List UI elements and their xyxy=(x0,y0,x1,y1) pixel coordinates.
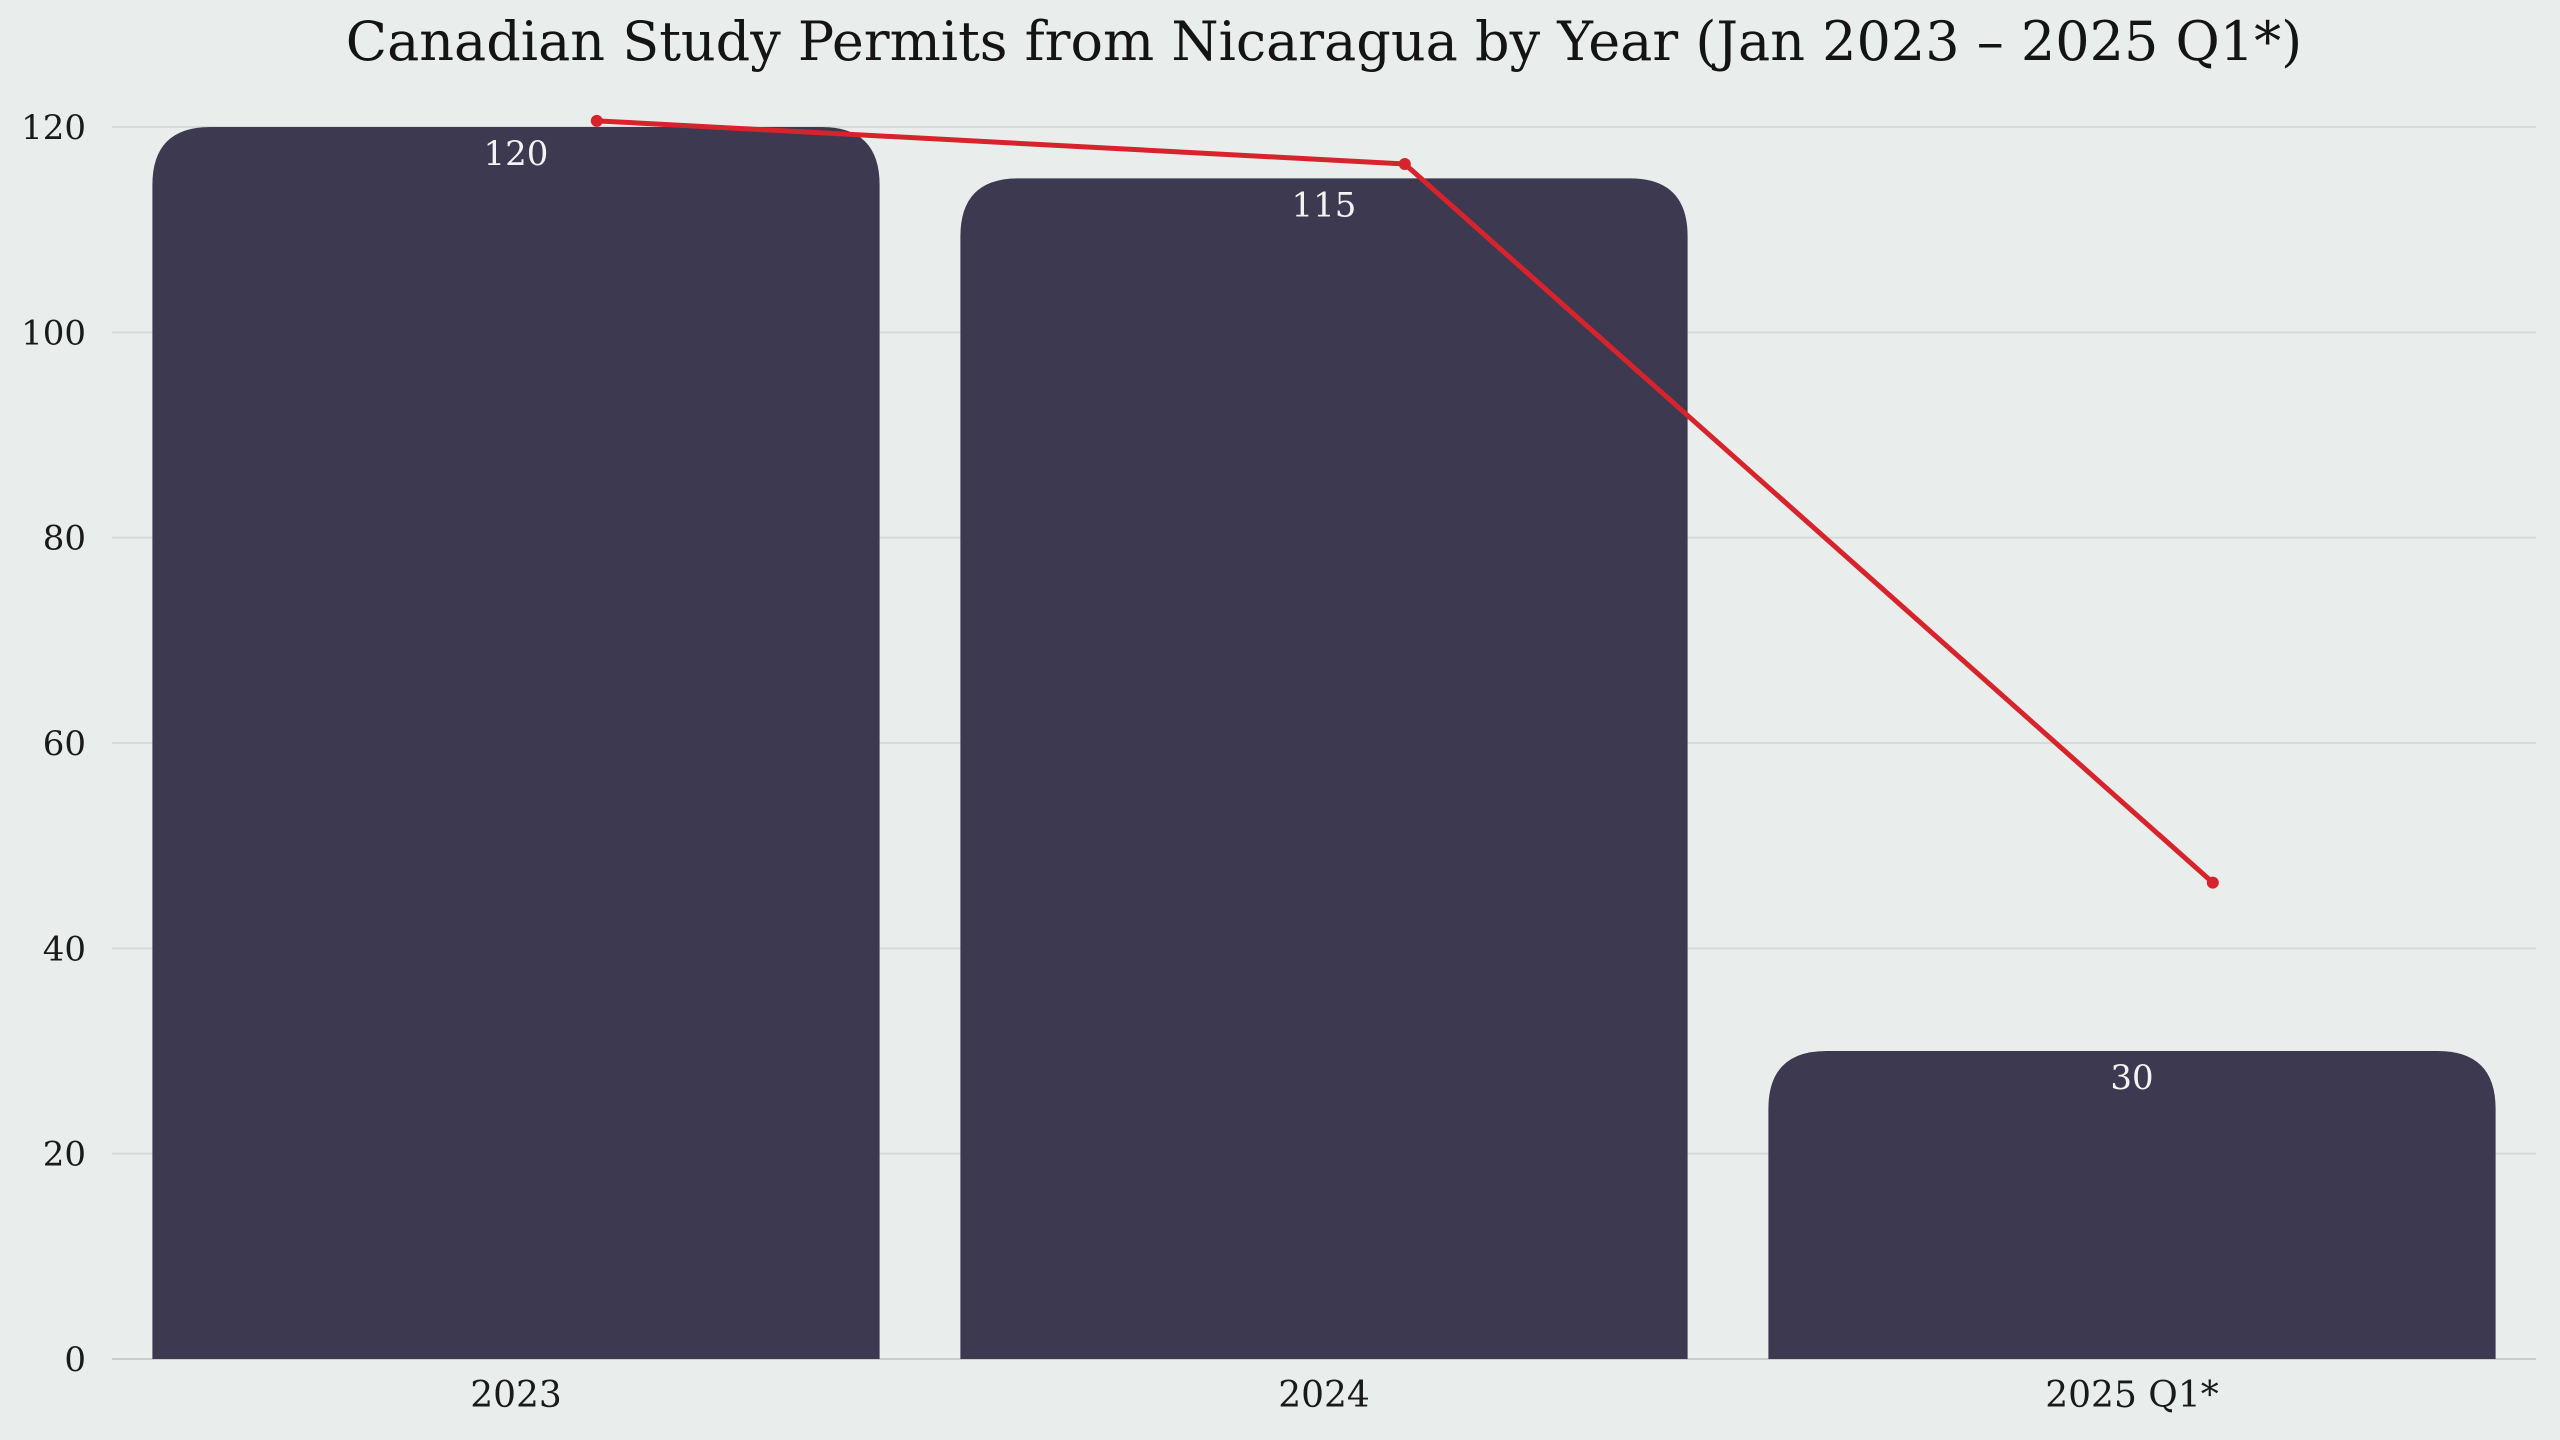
line-layer xyxy=(590,114,2219,889)
bar-2023 xyxy=(152,127,880,1359)
x-axis-ticks: 2023 2024 2025 Q1* xyxy=(470,1375,2219,1416)
x-tick-label: 2023 xyxy=(470,1375,562,1416)
bar-2024 xyxy=(960,178,1688,1359)
trend-point-0 xyxy=(590,114,603,127)
bar-value-label: 120 xyxy=(484,134,549,174)
bar-2025-q1- xyxy=(1768,1051,2496,1359)
y-tick-label-100: 100 xyxy=(21,313,86,353)
bar-layer xyxy=(152,127,2496,1359)
y-tick-label-120: 120 xyxy=(21,108,86,148)
y-tick-label-0: 0 xyxy=(64,1340,86,1380)
y-tick-label-40: 40 xyxy=(43,929,86,969)
y-axis-ticks: 0 20 40 60 80 100 120 xyxy=(21,108,86,1380)
x-tick-label: 2024 xyxy=(1278,1375,1370,1416)
trend-point-2 xyxy=(2206,876,2219,889)
bar-value-label: 30 xyxy=(2110,1058,2153,1098)
chart-title: Canadian Study Permits from Nicaragua by… xyxy=(346,10,2302,73)
y-tick-label-60: 60 xyxy=(43,724,86,764)
y-tick-label-20: 20 xyxy=(43,1135,86,1175)
y-tick-label-80: 80 xyxy=(43,519,86,559)
x-tick-label: 2025 Q1* xyxy=(2045,1375,2218,1416)
bar-value-label: 115 xyxy=(1292,185,1357,225)
value-labels: 120 115 30 xyxy=(484,134,2154,1098)
trend-point-1 xyxy=(1398,157,1411,170)
